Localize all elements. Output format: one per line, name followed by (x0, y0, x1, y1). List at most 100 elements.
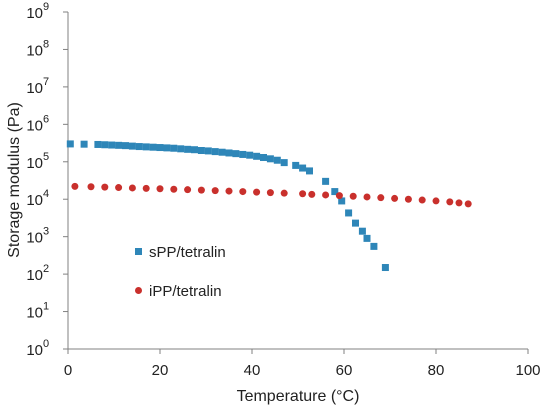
data-point (128, 184, 136, 192)
data-point (142, 184, 150, 192)
data-point (101, 141, 109, 149)
plot-area (68, 12, 528, 349)
data-point (363, 234, 371, 242)
data-point (101, 183, 109, 191)
data-point (156, 185, 164, 193)
x-tick-label: 40 (244, 362, 261, 379)
y-tick-label: 10 (26, 267, 43, 284)
data-point (363, 193, 371, 201)
y-tick-exponent: 3 (43, 226, 49, 238)
data-point (218, 148, 226, 156)
data-point (299, 164, 307, 172)
y-tick-label: 10 (26, 155, 43, 172)
data-marks (66, 140, 472, 272)
data-point (149, 143, 157, 151)
data-point (225, 149, 233, 157)
data-point (156, 144, 164, 152)
data-point (225, 187, 233, 195)
data-point (352, 219, 359, 227)
data-point (239, 188, 247, 196)
y-tick-label: 10 (26, 342, 43, 359)
data-point (292, 161, 300, 169)
y-tick-exponent: 0 (43, 338, 49, 350)
data-point (418, 196, 426, 204)
data-point (177, 145, 185, 153)
data-point (211, 187, 219, 195)
y-tick-exponent: 1 (43, 301, 49, 313)
data-point (170, 144, 178, 152)
data-point (381, 264, 389, 272)
y-tick-label: 10 (26, 305, 43, 322)
data-point (232, 150, 240, 158)
y-tick-exponent: 4 (43, 188, 49, 200)
data-point (184, 145, 192, 153)
data-point (322, 191, 330, 199)
data-point (322, 177, 330, 185)
y-tick-exponent: 7 (43, 76, 49, 88)
data-point (306, 167, 313, 175)
data-point (94, 140, 102, 148)
data-point (211, 148, 219, 156)
legend-label-ipp: iPP/tetralin (149, 283, 222, 300)
data-point (66, 140, 74, 148)
y-tick-label: 10 (26, 42, 43, 59)
x-tick-label: 20 (152, 362, 169, 379)
data-point (335, 192, 343, 200)
data-point (122, 142, 129, 150)
y-tick-label: 10 (26, 117, 43, 134)
legend-marker-ipp (135, 287, 142, 294)
x-tick-label: 60 (336, 362, 353, 379)
y-axis-label: Storage modulus (Pa) (6, 102, 23, 258)
series-spp-tetralin (66, 140, 389, 272)
data-point (299, 190, 307, 198)
data-point (349, 192, 357, 200)
data-point (115, 184, 123, 192)
data-point (253, 152, 261, 160)
legend: sPP/tetralin iPP/tetralin (135, 244, 226, 300)
data-point (108, 141, 116, 149)
data-point (464, 200, 472, 208)
legend-label-spp: sPP/tetralin (149, 244, 226, 261)
data-point (404, 195, 412, 203)
data-point (446, 198, 454, 206)
data-point (273, 156, 281, 164)
data-point (170, 185, 178, 193)
series-ipp-tetralin (71, 182, 472, 208)
data-point (370, 242, 378, 250)
data-point (115, 141, 123, 149)
y-tick-exponent: 2 (43, 263, 49, 275)
y-tick-exponent: 8 (43, 38, 49, 50)
data-point (184, 186, 192, 194)
data-point (239, 150, 247, 158)
y-tick-label: 10 (26, 192, 43, 209)
data-point (391, 194, 399, 202)
y-tick-exponent: 9 (43, 1, 49, 13)
y-tick-label: 10 (26, 230, 43, 247)
data-point (253, 188, 261, 196)
data-point (345, 209, 353, 217)
x-tick-label: 80 (428, 362, 445, 379)
x-tick-label: 0 (64, 362, 72, 379)
data-point (338, 197, 346, 205)
data-point (246, 151, 254, 159)
y-tick-label: 10 (26, 5, 43, 22)
data-point (191, 146, 198, 154)
data-point (204, 147, 212, 155)
data-point (128, 142, 136, 150)
x-tick-label: 100 (515, 362, 540, 379)
data-point (308, 190, 316, 198)
x-axis-label: Temperature (°C) (237, 388, 360, 405)
axes (67, 12, 528, 350)
y-tick-exponent: 6 (43, 113, 49, 125)
data-point (455, 199, 463, 207)
legend-marker-spp (135, 248, 142, 255)
data-point (71, 182, 79, 190)
data-point (266, 189, 274, 197)
data-point (197, 186, 205, 194)
data-point (280, 159, 288, 167)
y-tick-exponent: 5 (43, 151, 49, 163)
y-tick-label: 10 (26, 80, 43, 97)
data-point (266, 155, 274, 163)
data-point (80, 140, 88, 148)
data-point (135, 143, 143, 151)
